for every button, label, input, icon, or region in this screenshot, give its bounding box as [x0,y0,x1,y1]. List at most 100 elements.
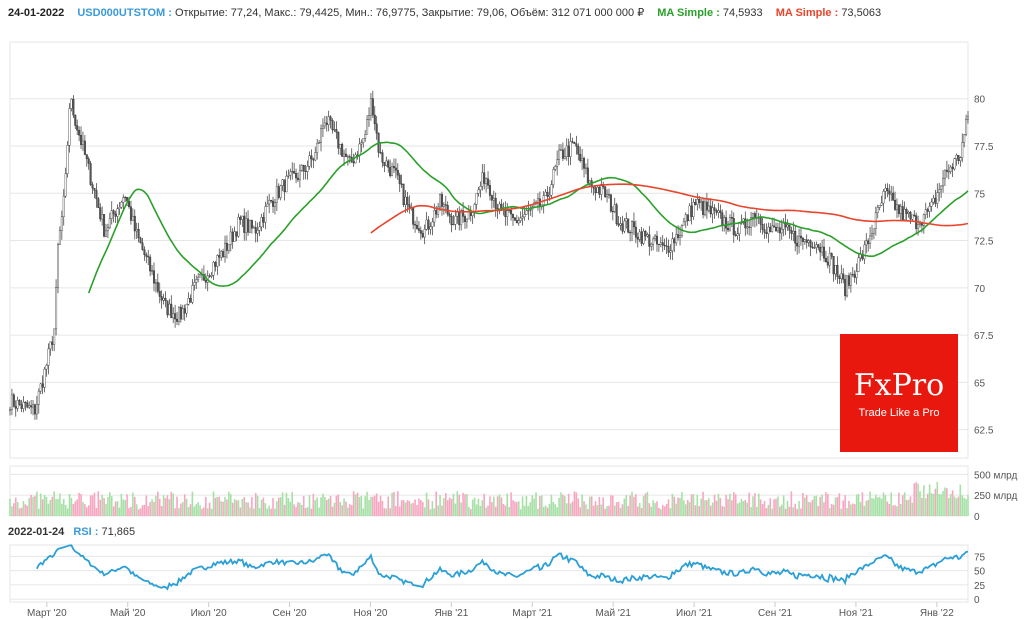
volume-bar [299,502,301,516]
volume-bar [274,508,276,516]
candle-body [283,179,286,193]
volume-bar [631,491,633,516]
ohlc-values: Открытие: 77,24, Макс.: 79,4425, Мин.: 7… [174,7,645,19]
volume-bar [681,492,683,516]
volume-bar [592,505,595,516]
volume-bar [590,496,593,516]
candle-body [80,135,83,145]
candle-body [857,257,860,272]
candle-body [888,190,891,195]
volume-bar [903,492,906,516]
candle-body [523,214,526,218]
x-tick-label: Май '21 [595,608,631,619]
volume-bar [329,495,332,516]
candle-body [963,134,966,143]
volume-bar [675,503,677,516]
candle-body [360,142,363,145]
volume-bar [635,494,637,516]
volume-bar [91,495,94,516]
volume-bar [322,493,324,516]
volume-bar [229,494,232,516]
volume-bar [809,502,812,516]
candle-body [103,214,106,237]
candle-body [744,218,747,229]
candle-body [112,210,115,215]
candle-body [686,214,689,222]
volume-bar [356,492,359,516]
volume-bar [487,505,489,516]
volume-bar [66,508,69,516]
candle-body [940,185,943,190]
volume-bar [878,496,881,516]
volume-bar [575,492,578,516]
candle-body [698,199,701,203]
volume-bar [633,496,635,516]
candle-body [834,265,837,275]
volume-bar [212,491,215,516]
candle-body [909,211,912,220]
volume-tick-label: 500 млрд [974,470,1018,481]
volume-bar [673,496,676,516]
volume-bar [926,493,929,516]
candle-body [957,154,960,162]
volume-bar [304,508,307,516]
volume-bar [569,503,572,516]
rsi-tick-label: 25 [974,581,986,592]
candle-body [189,298,192,303]
candle-body [210,275,213,277]
candle-body [763,229,766,233]
volume-bar [769,498,772,516]
candle-body [106,227,109,232]
volume-bar [264,503,267,516]
candle-body [949,166,952,172]
volume-bar [610,495,612,516]
volume-bar [153,501,155,516]
volume-bar [237,500,240,516]
volume-bar [201,508,203,516]
volume-bar [708,498,710,516]
candle-body [314,152,317,161]
candle-body [346,156,349,158]
candle-body [316,142,319,153]
candle-body [320,128,323,143]
candle-body [943,169,946,179]
volume-bar [525,495,528,516]
candle-body [483,172,486,184]
candle-body [262,217,265,223]
volume-bar [579,507,581,516]
volume-bar [366,491,368,516]
candle-body [750,217,753,228]
volume-bar [884,495,887,516]
candle-body [654,235,657,240]
volume-bar [967,494,969,516]
volume-bar [450,498,453,516]
volume-bar [76,499,78,516]
candle-body [64,173,67,197]
volume-bar [387,496,390,516]
volume-bar [11,506,13,516]
rsi-value: 71,865 [101,526,136,538]
candle-body [116,208,119,217]
candle-body [331,119,334,131]
volume-bar [49,499,52,516]
candle-body [890,192,893,195]
volume-bar [260,499,263,516]
volume-bar [185,498,188,516]
candle-body [961,142,964,158]
volume-bar [558,497,560,516]
candle-body [30,405,33,408]
volume-bar [462,492,464,516]
volume-bar [965,498,967,516]
volume-bar [312,493,315,516]
volume-bar [206,508,209,516]
candle-body [174,313,177,320]
candle-body [690,205,693,217]
candle-body [62,195,65,217]
volume-bar [782,495,785,516]
candle-body [225,242,228,251]
volume-bar [913,483,916,516]
candle-body [235,231,238,237]
volume-bar [750,506,752,516]
volume-bar [565,503,568,516]
